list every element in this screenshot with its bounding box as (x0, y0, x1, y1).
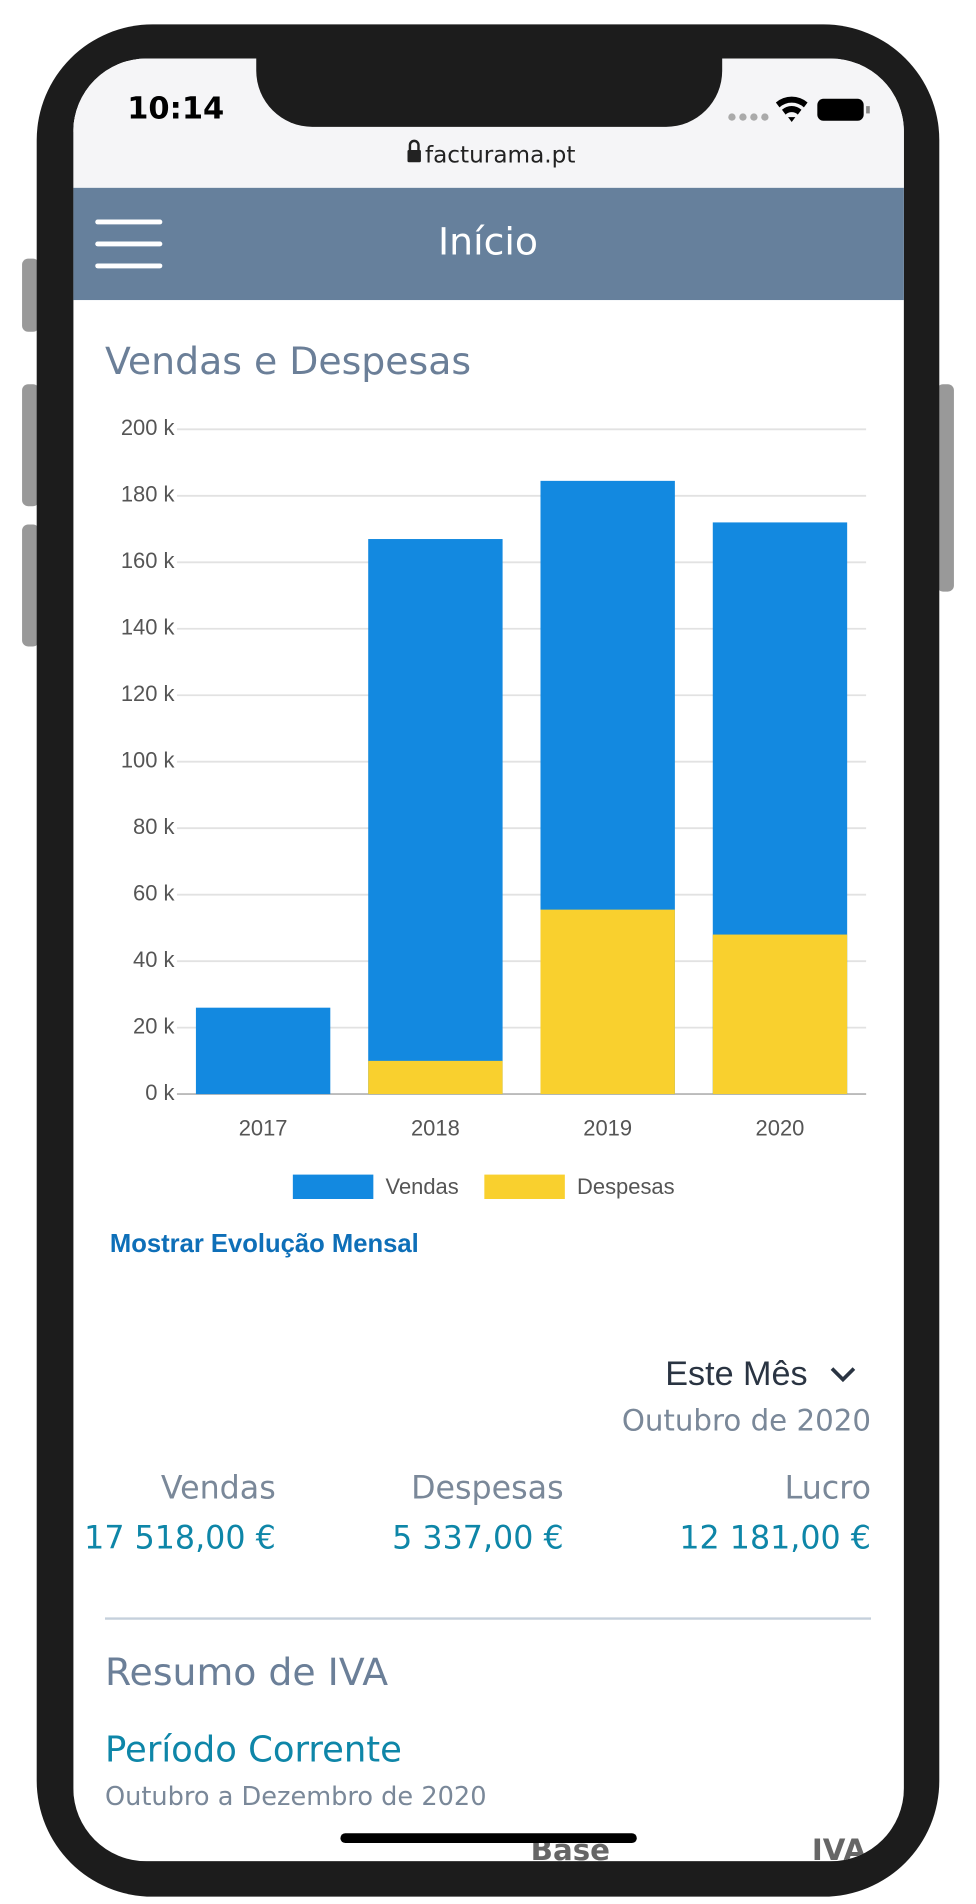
y-tick-label: 0 k (145, 1080, 174, 1105)
chart: 0 k 20 k 40 k 60 k 80 k 100 k 120 k 140 k 160 k 1… (121, 415, 867, 1199)
menu-icon[interactable] (95, 219, 163, 269)
period-label: Outubro de 2020 (622, 1404, 871, 1438)
legend-label: Despesas (577, 1174, 675, 1199)
bar (368, 539, 503, 1095)
clock: 10:14 (127, 91, 224, 126)
stat-label: Lucro (785, 1470, 871, 1506)
lock-shackle (408, 139, 420, 151)
menu-line (95, 263, 163, 269)
vat-title: Resumo de IVA (105, 1650, 388, 1694)
home-indicator (340, 1833, 637, 1844)
chart-title: Vendas e Despesas (105, 339, 471, 383)
stat-value: 12 181,00 € (679, 1520, 871, 1556)
legend-swatch (292, 1174, 374, 1199)
stat-value: 17 518,00 € (84, 1520, 276, 1556)
stat-label: Vendas (161, 1470, 276, 1506)
menu-line (95, 219, 163, 225)
y-tick-label: 140 k (121, 615, 175, 640)
vat-period: Outubro a Dezembro de 2020 (105, 1782, 487, 1812)
bar (712, 934, 848, 1095)
vat-period-title: Período Corrente (105, 1730, 402, 1771)
x-tick-label: 2017 (239, 1115, 288, 1140)
side-button (22, 258, 40, 332)
legend-swatch (484, 1174, 565, 1199)
y-tick-label: 40 k (133, 947, 174, 972)
y-tick-label: 120 k (121, 681, 175, 706)
side-button (22, 384, 40, 507)
monthly-link[interactable]: Mostrar Evolução Mensal (110, 1230, 419, 1258)
y-tick-label: 180 k (121, 482, 175, 507)
side-button (936, 384, 954, 592)
y-tick-label: 100 k (121, 748, 175, 773)
x-tick-label: 2019 (583, 1115, 632, 1140)
x-tick-label: 2018 (411, 1115, 460, 1140)
x-tick-label: 2020 (756, 1115, 805, 1140)
menu-line (95, 241, 163, 247)
side-button (22, 524, 40, 647)
y-tick-label: 160 k (121, 548, 175, 573)
bar (368, 1060, 503, 1095)
notch (256, 58, 723, 127)
app-header (73, 187, 904, 301)
stat-value: 5 337,00 € (392, 1520, 563, 1556)
bar (540, 909, 675, 1095)
stat-label: Despesas (411, 1470, 564, 1506)
header-title: Início (438, 219, 538, 263)
screen: Início Vendas e Despesas Mostrar Evoluçã… (73, 58, 904, 1861)
url[interactable]: facturama.pt (425, 142, 575, 169)
lock (407, 150, 421, 163)
y-tick-label: 200 k (121, 415, 175, 440)
y-tick-label: 60 k (133, 880, 174, 905)
bar (195, 1007, 331, 1095)
period-selector[interactable]: Este Mês (665, 1355, 807, 1393)
legend-label: Vendas (386, 1174, 459, 1199)
y-tick-label: 20 k (133, 1013, 174, 1038)
chevron (830, 1367, 856, 1383)
status-icons (728, 96, 870, 122)
y-tick-label: 80 k (133, 814, 174, 839)
